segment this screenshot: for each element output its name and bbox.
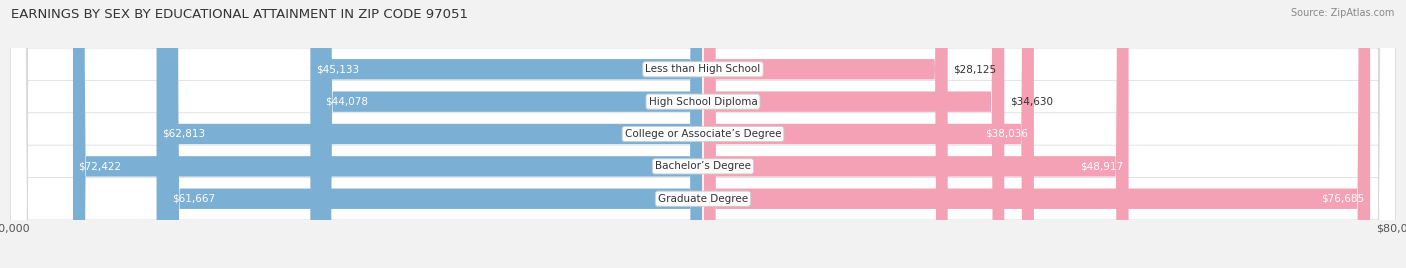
FancyBboxPatch shape: [311, 0, 703, 268]
Text: College or Associate’s Degree: College or Associate’s Degree: [624, 129, 782, 139]
Text: Source: ZipAtlas.com: Source: ZipAtlas.com: [1291, 8, 1395, 18]
Text: $72,422: $72,422: [79, 161, 122, 171]
FancyBboxPatch shape: [319, 0, 703, 268]
FancyBboxPatch shape: [703, 0, 1369, 268]
Text: $62,813: $62,813: [162, 129, 205, 139]
Text: High School Diploma: High School Diploma: [648, 97, 758, 107]
FancyBboxPatch shape: [73, 0, 703, 268]
Text: $28,125: $28,125: [953, 64, 997, 74]
FancyBboxPatch shape: [10, 0, 1396, 268]
Text: $44,078: $44,078: [325, 97, 368, 107]
FancyBboxPatch shape: [10, 0, 1396, 268]
FancyBboxPatch shape: [156, 0, 703, 268]
Text: $34,630: $34,630: [1010, 97, 1053, 107]
Text: Graduate Degree: Graduate Degree: [658, 194, 748, 204]
Text: Bachelor’s Degree: Bachelor’s Degree: [655, 161, 751, 171]
Text: EARNINGS BY SEX BY EDUCATIONAL ATTAINMENT IN ZIP CODE 97051: EARNINGS BY SEX BY EDUCATIONAL ATTAINMEN…: [11, 8, 468, 21]
Text: $38,036: $38,036: [986, 129, 1028, 139]
Text: Less than High School: Less than High School: [645, 64, 761, 74]
FancyBboxPatch shape: [10, 0, 1396, 268]
FancyBboxPatch shape: [10, 0, 1396, 268]
FancyBboxPatch shape: [10, 0, 1396, 268]
Text: $45,133: $45,133: [316, 64, 359, 74]
FancyBboxPatch shape: [166, 0, 703, 268]
Text: $48,917: $48,917: [1080, 161, 1123, 171]
FancyBboxPatch shape: [703, 0, 1033, 268]
FancyBboxPatch shape: [703, 0, 1129, 268]
FancyBboxPatch shape: [703, 0, 1004, 268]
Text: $61,667: $61,667: [172, 194, 215, 204]
Text: $76,685: $76,685: [1322, 194, 1365, 204]
FancyBboxPatch shape: [703, 0, 948, 268]
